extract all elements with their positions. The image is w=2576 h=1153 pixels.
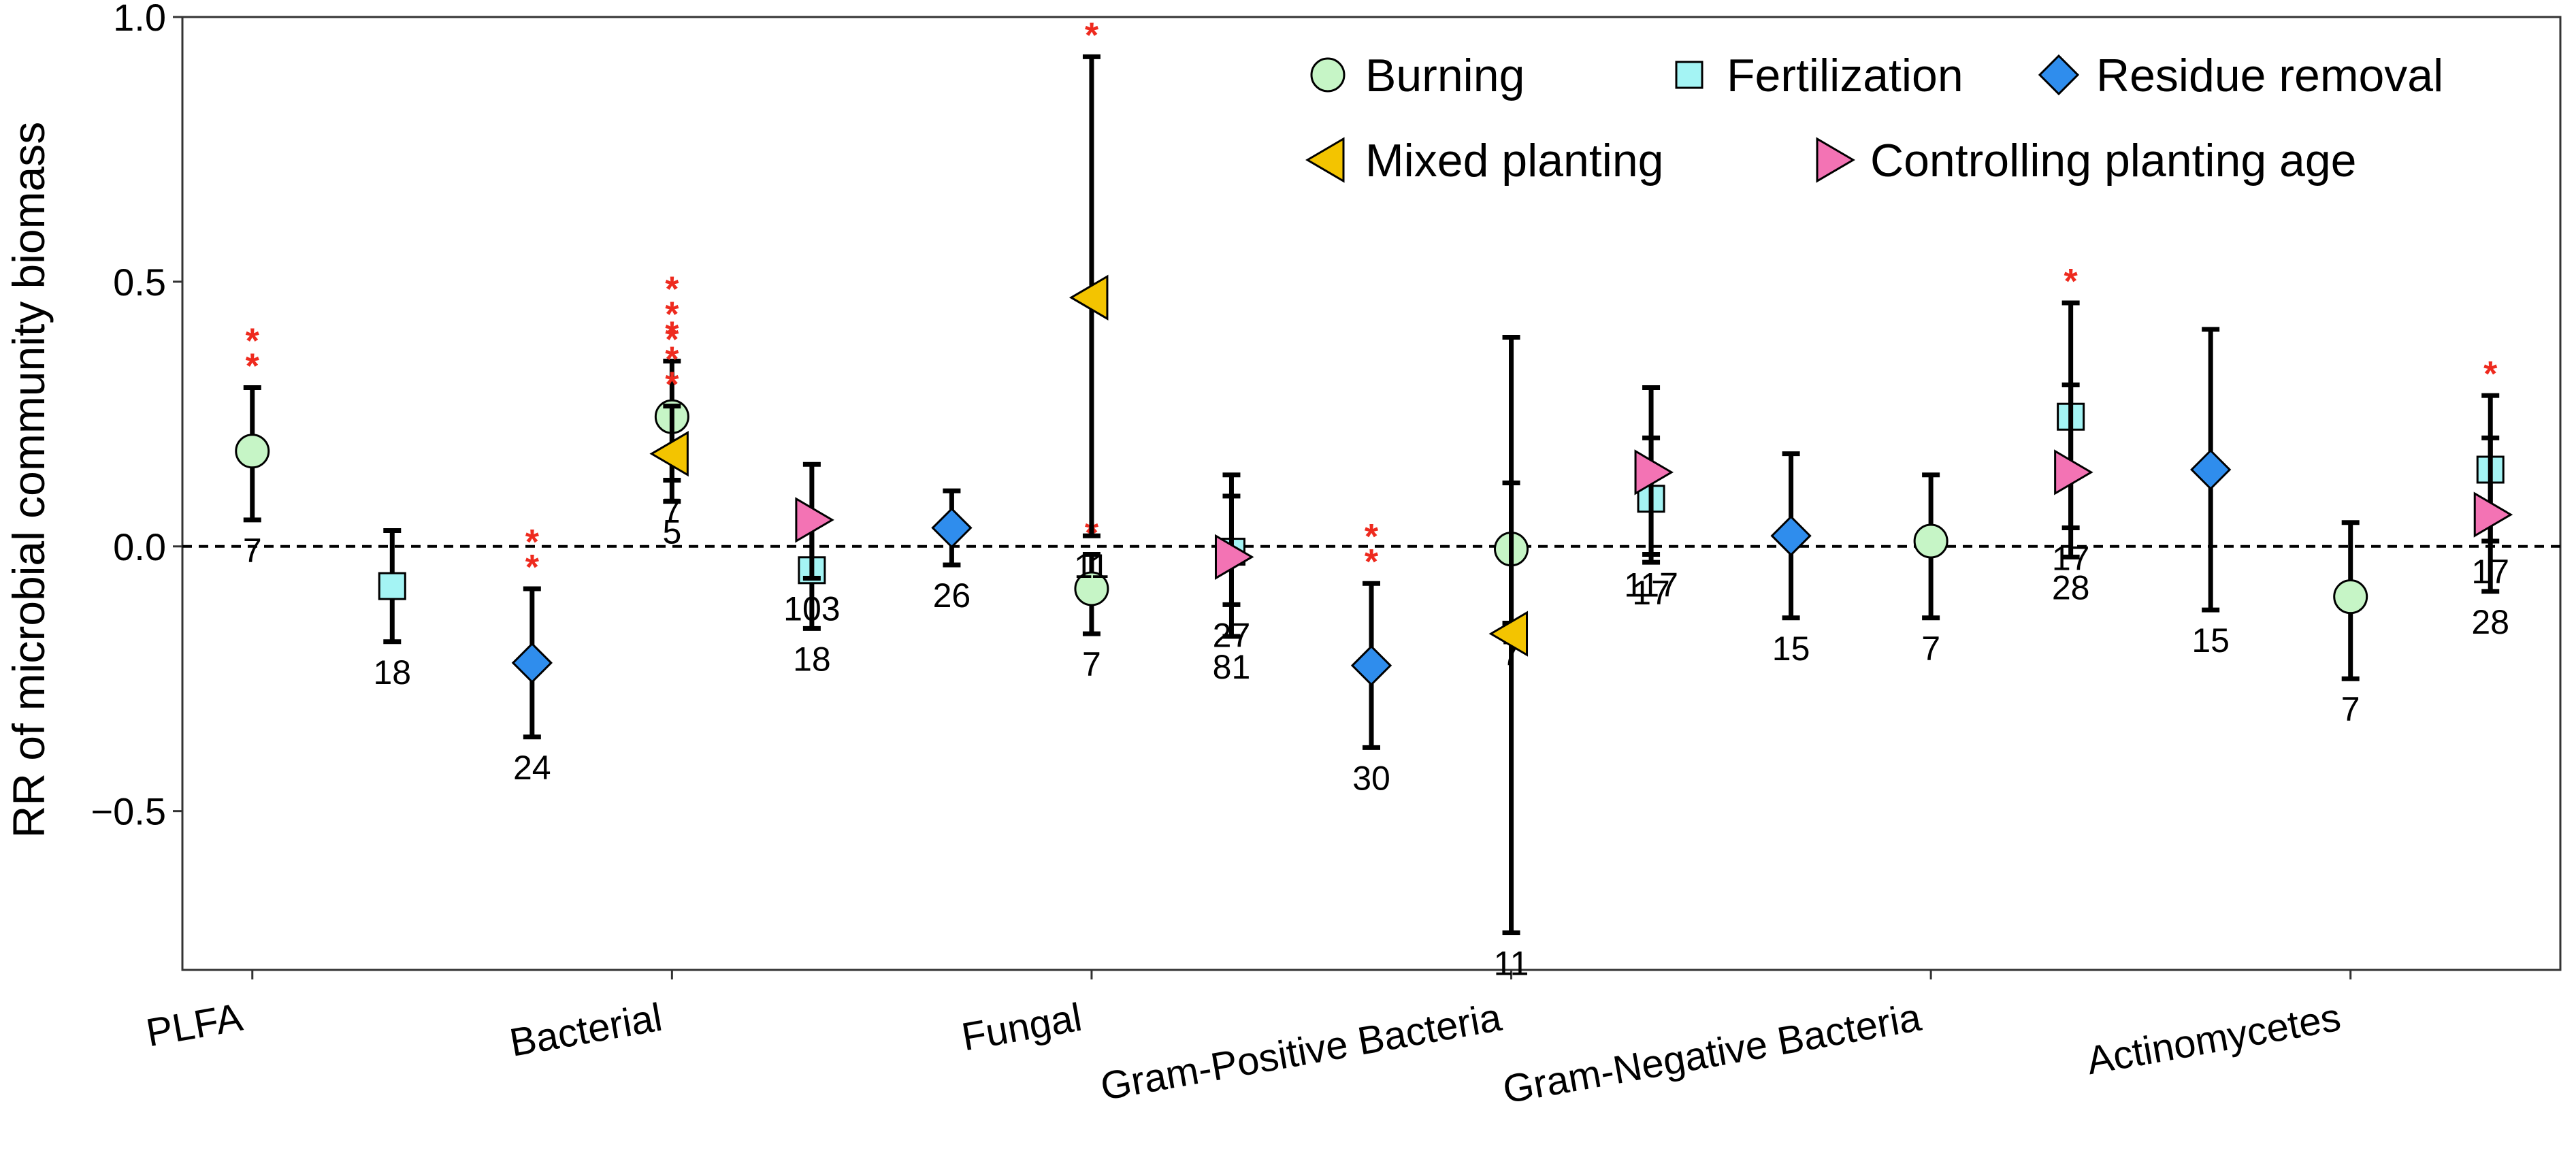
x-tick-label-gram-positive-bacteria: Gram-Positive Bacteria	[1097, 995, 1505, 1109]
residue-removal-gram-negative-bacteria-point	[2190, 449, 2232, 491]
fertilization-actinomycetes-significance-mark: *	[2483, 355, 2498, 394]
fertilization-bacterial-sample-size: 18	[793, 640, 831, 678]
legend-label-residue-removal: Residue removal	[2096, 50, 2443, 101]
x-tick-label-fungal: Fungal	[958, 995, 1085, 1060]
x-axis: PLFA Bacterial Fungal Gram-Positive Bacteri…	[143, 970, 2352, 1112]
legend-marker-fertilization	[1675, 61, 1703, 89]
y-tick-label: 1.0	[113, 0, 166, 39]
burning-bacterial-significance-mark: *	[665, 270, 679, 310]
y-tick-label: 0.5	[113, 261, 166, 304]
legend-marker-controlling-planting-age	[1816, 137, 1855, 183]
controlling-planting-age-fungal-sample-size: 117	[1624, 566, 1678, 604]
y-axis-title: RR of microbial community biomass	[3, 122, 54, 839]
burning-plfa-significance-mark: *	[246, 346, 260, 386]
burning-plfa-sample-size: 7	[243, 532, 262, 570]
burning-gram-negative-bacteria-sample-size: 7	[1921, 630, 1940, 668]
controlling-planting-age-bacterial-point	[1214, 534, 1254, 580]
residue-removal-plfa-point	[511, 642, 553, 684]
controlling-planting-age-gram-negative-bacteria-sample-size: 28	[2471, 603, 2509, 641]
plot-area	[181, 16, 2562, 971]
y-tick-label: 0.0	[113, 525, 166, 568]
legend-label-controlling-planting-age: Controlling planting age	[1870, 135, 2357, 186]
legend-label-fertilization: Fertilization	[1727, 50, 1963, 101]
fertilization-gram-negative-bacteria-significance-mark: *	[2064, 262, 2078, 302]
residue-removal-plfa-significance-mark: *	[525, 523, 540, 562]
mixed-planting-bacterial-significance-mark: *	[1085, 16, 1099, 55]
burning-actinomycetes-sample-size: 7	[2341, 690, 2360, 728]
burning-gram-negative-bacteria-point	[1913, 523, 1949, 559]
residue-removal-plfa-sample-size: 24	[513, 749, 551, 787]
fertilization-gram-positive-bacteria-sample-size: 17	[1632, 574, 1670, 612]
controlling-planting-age-bacterial-sample-size: 81	[1213, 648, 1251, 686]
mixed-planting-plfa-significance-mark: *	[665, 315, 679, 355]
x-tick-label-gram-negative-bacteria: Gram-Negative Bacteria	[1499, 995, 1925, 1112]
mixed-planting-fungal-sample-size: 11	[1494, 945, 1529, 983]
residue-removal-bacterial-sample-size: 26	[933, 576, 971, 615]
controlling-planting-age-gram-positive-bacteria-point	[2054, 449, 2093, 496]
residue-removal-gram-negative-bacteria-sample-size: 15	[2191, 621, 2230, 660]
legend-marker-mixed-planting	[1305, 137, 1345, 183]
y-axis: 1.0 0.5 0.0 −0.5	[91, 0, 182, 833]
mixed-planting-plfa-sample-size: 5	[662, 513, 681, 551]
residue-removal-fungal-sample-size: 30	[1352, 759, 1390, 797]
controlling-planting-age-plfa-sample-size: 103	[783, 589, 840, 628]
mixed-planting-fungal-point	[1488, 611, 1529, 657]
mixed-planting-plfa-significance-mark: *	[665, 340, 679, 380]
burning-bacterial-significance-mark: *	[665, 295, 679, 335]
mixed-planting-bacterial-sample-size: 11	[1074, 547, 1109, 585]
residue-removal-gram-positive-bacteria-point	[1770, 515, 1812, 557]
data-marks: 7**7***7*7771818271717*17*24**2630**1515…	[235, 16, 2513, 983]
burning-fungal-sample-size: 7	[1082, 645, 1101, 683]
x-tick-label-plfa: PLFA	[143, 995, 246, 1056]
legend-label-burning: Burning	[1365, 50, 1525, 101]
residue-removal-bacterial-point	[931, 507, 973, 549]
residue-removal-fungal-significance-mark: *	[1365, 542, 1379, 582]
mixed-planting-plfa-point	[649, 431, 689, 477]
burning-plfa-significance-mark: *	[246, 321, 260, 361]
burning-actinomycetes-point	[2333, 579, 2368, 615]
residue-removal-fungal-significance-mark: *	[1365, 517, 1379, 557]
x-tick-label-bacterial: Bacterial	[506, 995, 666, 1065]
residue-removal-plfa-significance-mark: *	[525, 548, 540, 587]
y-tick-label: −0.5	[91, 790, 166, 833]
legend-marker-residue-removal	[2038, 54, 2080, 96]
fertilization-plfa-sample-size: 18	[373, 653, 411, 692]
fertilization-plfa-point	[378, 572, 406, 600]
controlling-planting-age-fungal-point	[1634, 449, 1674, 496]
legend-label-mixed-planting: Mixed planting	[1365, 135, 1663, 186]
mixed-planting-bacterial-point	[1069, 274, 1109, 321]
legend: Burning Fertilization Residue removal Mixed…	[1305, 50, 2443, 186]
burning-bacterial-significance-mark: *	[665, 321, 679, 360]
residue-removal-gram-positive-bacteria-sample-size: 15	[1772, 630, 1810, 668]
legend-marker-burning	[1310, 57, 1346, 93]
controlling-planting-age-gram-negative-bacteria-point	[2473, 491, 2513, 538]
burning-fungal-point	[1074, 571, 1109, 606]
mixed-planting-plfa-significance-mark: *	[665, 366, 679, 405]
burning-plfa-point	[235, 434, 270, 469]
plot-frame	[181, 16, 2562, 971]
controlling-planting-age-plfa-point	[795, 497, 834, 543]
x-tick-label-actinomycetes: Actinomycetes	[2083, 995, 2344, 1084]
controlling-planting-age-gram-positive-bacteria-sample-size: 28	[2052, 568, 2090, 606]
residue-removal-fungal-point	[1350, 645, 1392, 686]
